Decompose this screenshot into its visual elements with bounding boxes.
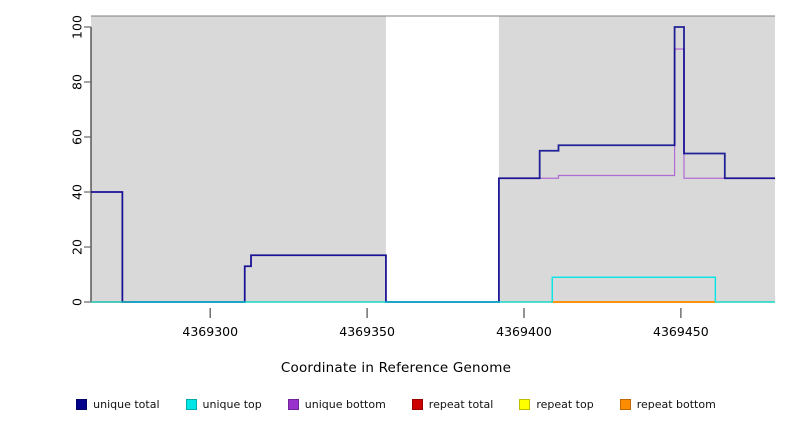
legend-item-unique-top[interactable]: unique top	[185, 398, 262, 411]
x-axis-tick-label: 4369450	[653, 324, 709, 339]
x-axis-label: Coordinate in Reference Genome	[280, 360, 512, 376]
legend-label: repeat total	[428, 398, 494, 411]
square-swatch	[76, 399, 88, 410]
square-swatch	[287, 399, 299, 410]
y-axis-tick-label: 0	[70, 298, 85, 306]
y-axis-tick-label: 60	[70, 129, 85, 145]
square-swatch	[185, 399, 197, 410]
x-axis-tick-label: 4369400	[496, 324, 552, 339]
y-axis-tick-label: 80	[70, 74, 85, 90]
legend-item-repeat-top[interactable]: repeat top	[519, 398, 594, 411]
legend-label: repeat top	[536, 398, 594, 411]
y-axis-tick-label: 100	[70, 15, 85, 39]
legend-item-unique-total[interactable]: unique total	[76, 398, 160, 411]
y-axis-tick-label: 40	[70, 184, 85, 200]
legend-item-repeat-total[interactable]: repeat total	[411, 398, 494, 411]
legend-label: unique top	[202, 398, 262, 411]
legend-label: repeat bottom	[636, 398, 716, 411]
square-swatch	[519, 399, 531, 410]
series-line-unique-top-front	[91, 276, 775, 303]
square-swatch	[619, 399, 631, 410]
x-axis-tick-label: 4369350	[339, 324, 395, 339]
legend-item-repeat-bottom[interactable]: repeat bottom	[619, 398, 716, 411]
y-axis-tick-label: 20	[70, 239, 85, 255]
square-swatch	[411, 399, 423, 410]
masked-gap-region	[385, 16, 499, 302]
legend-item-unique-bottom[interactable]: unique bottom	[287, 398, 386, 411]
legend-label: unique total	[93, 398, 160, 411]
legend-label: unique bottom	[304, 398, 386, 411]
chart-legend: unique total unique top unique bottom repea…	[0, 398, 792, 411]
x-axis-tick-label: 4369300	[182, 324, 238, 339]
